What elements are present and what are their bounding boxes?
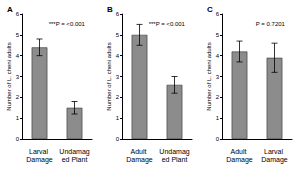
svg-text:5: 5: [16, 32, 20, 38]
svg-text:3: 3: [16, 74, 20, 80]
svg-text:Undamag: Undamag: [59, 148, 89, 156]
svg-text:Damage: Damage: [26, 156, 53, 164]
svg-text:1: 1: [116, 115, 120, 121]
svg-text:6: 6: [16, 11, 20, 17]
svg-text:B: B: [107, 5, 113, 14]
svg-text:ed Plant: ed Plant: [162, 156, 188, 163]
svg-text:ed Plant: ed Plant: [62, 156, 88, 163]
svg-text:Damage: Damage: [226, 156, 253, 164]
svg-text:3: 3: [216, 74, 220, 80]
svg-text:0: 0: [16, 136, 20, 142]
svg-text:Number of L. cheni adults: Number of L. cheni adults: [106, 42, 112, 110]
svg-text:***P = <0.001: ***P = <0.001: [49, 21, 86, 27]
svg-text:1: 1: [216, 115, 220, 121]
svg-text:Number of L. cheni adults: Number of L. cheni adults: [6, 42, 12, 110]
svg-text:2: 2: [16, 94, 20, 100]
svg-text:Damage: Damage: [261, 156, 288, 164]
svg-text:Adult: Adult: [231, 148, 249, 155]
svg-text:4: 4: [116, 53, 120, 59]
svg-text:4: 4: [216, 53, 220, 59]
svg-text:5: 5: [116, 32, 120, 38]
svg-text:Larval: Larval: [264, 148, 285, 155]
svg-text:A: A: [7, 5, 13, 14]
svg-text:***P = <0.001: ***P = <0.001: [149, 21, 186, 27]
svg-text:Adult: Adult: [131, 148, 149, 155]
svg-text:Number of L. cheni adults: Number of L. cheni adults: [206, 42, 212, 110]
svg-text:1: 1: [16, 115, 20, 121]
svg-text:Larval: Larval: [29, 148, 50, 155]
svg-text:0: 0: [116, 136, 120, 142]
svg-text:Undamag: Undamag: [159, 148, 189, 156]
svg-text:P = 0.7201: P = 0.7201: [256, 21, 286, 27]
svg-text:0: 0: [216, 136, 220, 142]
svg-text:2: 2: [216, 94, 220, 100]
svg-text:4: 4: [16, 53, 20, 59]
svg-text:6: 6: [216, 11, 220, 17]
svg-text:C: C: [207, 5, 213, 14]
svg-text:3: 3: [116, 74, 120, 80]
svg-text:5: 5: [216, 32, 220, 38]
svg-text:Damage: Damage: [126, 156, 153, 164]
svg-text:6: 6: [116, 11, 120, 17]
svg-text:2: 2: [116, 94, 120, 100]
